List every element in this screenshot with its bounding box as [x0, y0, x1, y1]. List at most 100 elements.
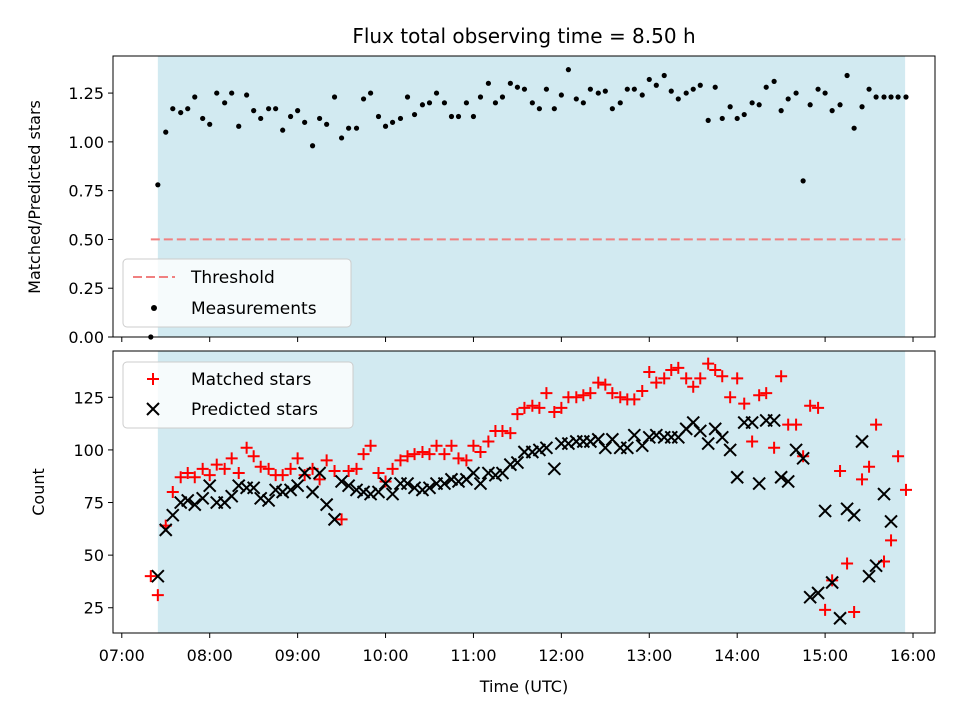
measurement-point — [815, 86, 821, 92]
matched-star-point — [628, 393, 641, 406]
measurement-point — [829, 108, 835, 114]
measurement-point — [185, 106, 191, 112]
measurement-point — [397, 115, 404, 122]
measurement-point — [580, 100, 586, 106]
matched-star-point — [166, 486, 179, 498]
matched-star-point — [328, 464, 341, 477]
matched-star-point — [518, 401, 531, 414]
bottom-y-tick-label: 25 — [84, 599, 104, 618]
measurement-point — [316, 115, 323, 122]
matched-star-point — [570, 391, 583, 404]
measurement-point — [756, 102, 762, 108]
matched-star-point — [496, 424, 509, 437]
measurement-point — [661, 72, 667, 79]
matched-star-point — [181, 467, 194, 480]
measurement-point — [411, 111, 418, 118]
bottom-legend-box — [122, 361, 354, 429]
predicted-star-point — [752, 476, 766, 491]
predicted-star-point — [188, 497, 202, 512]
predicted-star-point — [261, 493, 276, 508]
matched-star-point — [408, 448, 421, 461]
top-y-axis-label: Matched/Predicted stars — [25, 100, 44, 294]
matched-star-point — [298, 469, 311, 482]
matched-star-point — [460, 454, 473, 467]
measurement-point — [441, 100, 448, 106]
top-y-tick-label: 0.00 — [68, 328, 104, 347]
predicted-star-point — [561, 436, 576, 451]
matched-star-point — [394, 454, 407, 467]
matched-star-point — [643, 366, 656, 379]
measurement-point — [895, 94, 901, 100]
measurement-point — [470, 113, 477, 120]
measurement-point — [485, 80, 491, 86]
measurement-point — [859, 104, 865, 110]
matched-star-point — [753, 389, 766, 402]
predicted-star-point — [745, 415, 759, 430]
matched-star-point — [284, 462, 297, 475]
measurement-points — [148, 67, 909, 340]
matched-star-point — [511, 408, 524, 421]
measurement-point — [492, 100, 499, 106]
legend-matched-label: Matched stars — [191, 370, 311, 390]
matched-star-point — [474, 446, 487, 459]
matched-star-point — [716, 370, 729, 383]
measurement-point — [565, 67, 571, 73]
matched-star-point — [335, 513, 348, 526]
matched-star-point — [636, 384, 649, 397]
matched-star-point — [438, 448, 451, 461]
measurement-point — [749, 100, 755, 106]
measurement-point — [433, 90, 440, 96]
matched-star-point — [848, 605, 861, 618]
matched-star-point — [188, 471, 201, 484]
matched-star-point — [401, 450, 414, 463]
measurement-point — [222, 100, 228, 106]
matched-star-point — [650, 376, 663, 389]
matched-star-point — [658, 372, 671, 385]
matched-star-point — [540, 387, 553, 400]
matched-star-point — [738, 397, 751, 410]
predicted-star-point — [246, 481, 261, 495]
predicted-star-point — [437, 476, 452, 491]
measurement-point — [719, 115, 725, 122]
predicted-star-point — [767, 413, 781, 428]
measurement-point — [646, 76, 652, 83]
predicted-star-point — [451, 474, 466, 489]
measurement-point — [244, 92, 250, 98]
matched-star-point — [702, 357, 715, 370]
measurement-point — [558, 92, 564, 98]
predicted-star-point — [195, 491, 210, 506]
predicted-star-point — [781, 474, 795, 489]
figure-title: Flux total observing time = 8.50 h — [352, 24, 695, 48]
matched-star-point — [423, 448, 436, 461]
measurement-point — [727, 104, 733, 110]
top-panel: 0.00 0.25 0.50 0.75 1.00 1.25 Matched/Predict… — [25, 55, 936, 347]
measurement-point — [741, 111, 747, 118]
matched-star-point — [342, 464, 355, 477]
matched-star-point — [870, 418, 883, 431]
measurement-point — [683, 90, 689, 96]
predicted-star-point — [693, 424, 707, 438]
matched-star-point — [680, 372, 693, 385]
matched-star-point — [592, 376, 605, 389]
measurement-point — [389, 119, 396, 125]
matched-star-point — [526, 399, 539, 412]
matched-star-point — [445, 439, 458, 452]
predicted-star-point — [730, 470, 744, 484]
top-y-tick-label: 0.25 — [68, 279, 104, 298]
measurement-point — [309, 143, 316, 149]
matched-star-point — [210, 458, 223, 471]
measurement-point — [851, 125, 857, 131]
matched-star-point — [350, 462, 363, 475]
matched-star-point — [606, 387, 619, 400]
measurement-point — [837, 102, 843, 108]
matched-star-point — [841, 557, 854, 570]
matched-star-point — [555, 401, 568, 414]
measurement-point — [881, 94, 887, 100]
matched-star-point — [357, 448, 370, 461]
matched-star-point — [240, 441, 253, 454]
measurement-point — [324, 121, 330, 127]
matched-star-point — [144, 570, 157, 583]
predicted-star-point — [422, 481, 437, 495]
predicted-star-point — [327, 512, 342, 527]
measurement-point — [419, 102, 426, 108]
